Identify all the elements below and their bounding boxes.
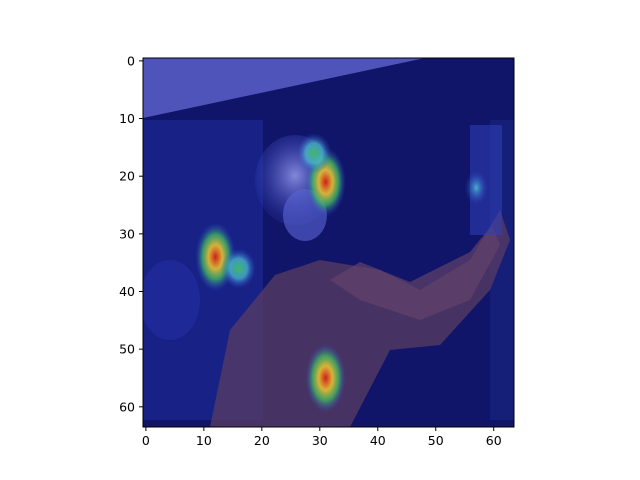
y-axis: 0 10 20 30 40 50 60: [119, 53, 143, 414]
person-arm: [330, 225, 500, 320]
plot-frame: [142, 57, 515, 428]
y-tick-label: 50: [119, 342, 135, 357]
image-top-light-band: [143, 58, 425, 118]
y-tick-label: 30: [119, 226, 135, 241]
x-tick-label: 30: [312, 433, 328, 448]
left-bright-patch: [143, 260, 200, 340]
x-tick-label: 60: [486, 433, 502, 448]
x-tick-label: 0: [142, 433, 150, 448]
x-tick-label: 50: [428, 433, 444, 448]
y-tick-label: 20: [119, 169, 135, 184]
x-axis: 0 10 20 30 40 50 60: [142, 427, 502, 448]
heatmap-hotspot: [464, 170, 488, 206]
heatmap-hotspot: [221, 248, 257, 289]
y-tick-label: 60: [119, 399, 135, 414]
hotspot-layer: [195, 132, 488, 413]
x-tick-label: 40: [370, 433, 386, 448]
heatmap-hotspot: [296, 132, 332, 174]
heatmap-hotspot: [305, 343, 346, 413]
x-tick-label: 10: [196, 433, 212, 448]
y-tick-label: 0: [127, 53, 135, 68]
person-body: [210, 210, 510, 427]
plot-area: [143, 58, 514, 427]
y-tick-label: 40: [119, 284, 135, 299]
x-tick-label: 20: [254, 433, 270, 448]
y-tick-label: 10: [119, 111, 135, 126]
